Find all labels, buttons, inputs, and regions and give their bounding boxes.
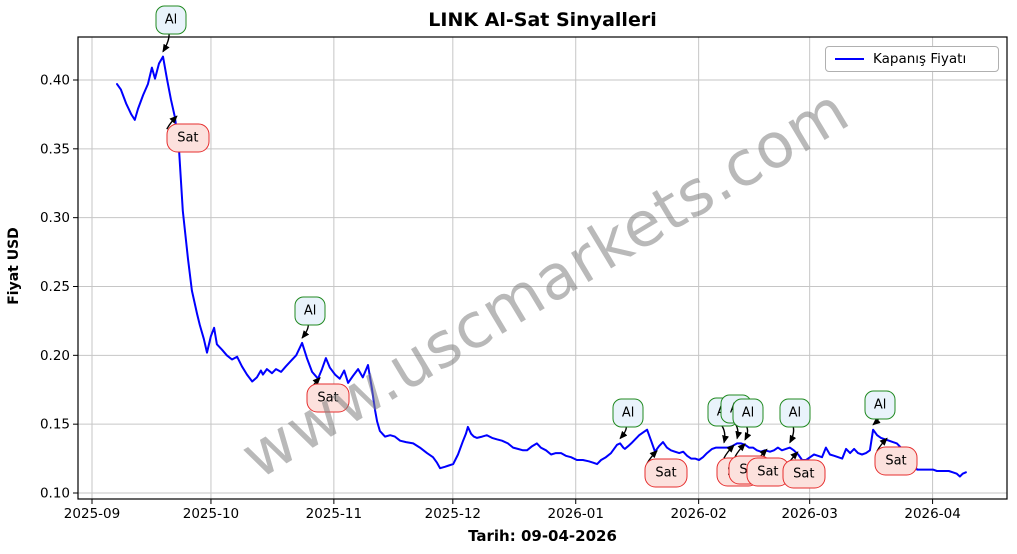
x-tick-label: 2026-01 bbox=[548, 506, 604, 522]
y-tick-label: 0.25 bbox=[40, 279, 70, 295]
y-tick-label: 0.40 bbox=[40, 72, 70, 88]
chart-title: LINK Al-Sat Sinyalleri bbox=[428, 9, 657, 31]
al-arrow bbox=[162, 32, 170, 53]
x-tick-label: 2025-09 bbox=[64, 506, 120, 522]
legend-label: Kapanış Fiyatı bbox=[873, 51, 967, 67]
sat-arrow bbox=[646, 449, 658, 465]
sat-arrow bbox=[734, 443, 746, 458]
sat-arrow bbox=[723, 444, 735, 459]
y-tick-label: 0.20 bbox=[40, 348, 70, 364]
al-arrow bbox=[789, 425, 797, 444]
x-tick-label: 2025-12 bbox=[425, 506, 481, 522]
sat-arrow bbox=[787, 451, 799, 466]
y-tick-label: 0.35 bbox=[40, 141, 70, 157]
x-tick-label: 2025-11 bbox=[306, 506, 362, 522]
al-arrow bbox=[720, 424, 729, 444]
plot-border bbox=[77, 36, 1008, 500]
legend: Kapanış Fiyatı bbox=[825, 46, 999, 72]
y-axis-label: Fiyat USD bbox=[6, 227, 22, 305]
x-axis-label: Tarih: 09-04-2026 bbox=[468, 527, 617, 545]
al-arrow bbox=[619, 426, 628, 440]
price-line bbox=[116, 55, 967, 478]
al-arrow bbox=[733, 421, 743, 440]
x-tick-label: 2026-03 bbox=[781, 506, 837, 522]
sat-arrow bbox=[876, 437, 888, 452]
x-tick-label: 2026-02 bbox=[670, 506, 726, 522]
x-tick-label: 2026-04 bbox=[904, 506, 960, 522]
x-tick-label: 2025-10 bbox=[183, 506, 239, 522]
y-tick-label: 0.30 bbox=[40, 210, 70, 226]
y-tick-label: 0.15 bbox=[40, 417, 70, 433]
y-tick-label: 0.10 bbox=[40, 486, 70, 502]
al-arrow bbox=[744, 425, 752, 441]
al-arrow bbox=[872, 417, 881, 426]
sat-arrow bbox=[309, 377, 321, 392]
al-arrow bbox=[301, 323, 310, 339]
legend-line-sample bbox=[835, 58, 864, 60]
